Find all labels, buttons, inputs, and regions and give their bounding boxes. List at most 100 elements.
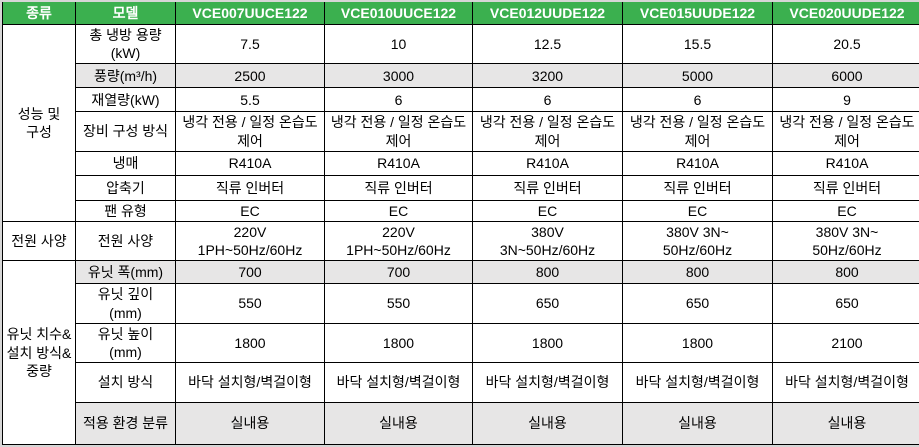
value-cell: 1800 [176,323,325,362]
value-cell: 6000 [773,64,919,88]
value-cell: EC [325,200,473,221]
value-cell: 700 [176,261,325,284]
header-model-name: VCE010UUCE122 [325,2,473,25]
value-cell: 15.5 [623,25,773,64]
row-label-refrigerant: 냉매 [76,151,176,175]
value-cell: 3200 [473,64,623,88]
value-cell: R410A [773,151,919,175]
value-cell: 6 [623,88,773,112]
value-cell: 직류 인버터 [176,175,325,200]
value-cell: 800 [473,261,623,284]
table-row: 재열량(kW) 5.5 6 6 6 9 [3,88,919,112]
value-cell: 650 [623,284,773,323]
header-model: 모델 [76,2,176,25]
value-cell: R410A [325,151,473,175]
value-cell: 220V 1PH~50Hz/60Hz [176,221,325,260]
value-cell: 2100 [773,323,919,362]
row-label-unit-depth: 유닛 깊이 (mm) [76,284,176,323]
value-cell: 1800 [623,323,773,362]
value-cell: 10 [325,25,473,64]
value-cell: 냉각 전용 / 일정 온습도 제어 [623,112,773,151]
value-cell: 냉각 전용 / 일정 온습도 제어 [773,112,919,151]
value-cell: 바닥 설치형/벽걸이형 [325,363,473,403]
value-cell: 6 [473,88,623,112]
value-cell: EC [623,200,773,221]
value-cell: 220V 1PH~50Hz/60Hz [325,221,473,260]
row-label-unit-width: 유닛 폭(mm) [76,261,176,284]
value-cell: 실내용 [176,403,325,445]
value-cell: EC [473,200,623,221]
row-label-power-supply: 전원 사양 [76,221,176,260]
table-row: 유닛 높이 (mm) 1800 1800 1800 1800 2100 [3,323,919,362]
value-cell: 바닥 설치형/벽걸이형 [176,363,325,403]
table-header-row: 종류 모델 VCE007UUCE122 VCE010UUCE122 VCE012… [3,2,919,25]
value-cell: 800 [623,261,773,284]
table-row: 압축기 직류 인버터 직류 인버터 직류 인버터 직류 인버터 직류 인버터 [3,175,919,200]
value-cell: 1800 [325,323,473,362]
value-cell: 직류 인버터 [623,175,773,200]
row-label-installation: 설치 방식 [76,363,176,403]
value-cell: 냉각 전용 / 일정 온습도 제어 [176,112,325,151]
row-label-cooling-capacity: 총 냉방 용량 (kW) [76,25,176,64]
row-label-airflow: 풍량(m³/h) [76,64,176,88]
table-row: 전원 사양 전원 사양 220V 1PH~50Hz/60Hz 220V 1PH~… [3,221,919,260]
value-cell: EC [773,200,919,221]
value-cell: 실내용 [623,403,773,445]
value-cell: 직류 인버터 [473,175,623,200]
value-cell: 실내용 [325,403,473,445]
value-cell: 380V 3N~ 50Hz/60Hz [623,221,773,260]
value-cell: 바닥 설치형/벽걸이형 [473,363,623,403]
header-model-name: VCE015UUDE122 [623,2,773,25]
group-cell-performance: 성능 및 구성 [3,25,76,222]
value-cell: 냉각 전용 / 일정 온습도 제어 [325,112,473,151]
value-cell: 1800 [473,323,623,362]
header-model-name: VCE012UUDE122 [473,2,623,25]
value-cell: R410A [176,151,325,175]
value-cell: 실내용 [473,403,623,445]
value-cell: 5000 [623,64,773,88]
table-row: 유닛 치수&설치 방식&중량 유닛 폭(mm) 700 700 800 800 … [3,261,919,284]
header-model-name: VCE020UUDE122 [773,2,919,25]
value-cell: 2500 [176,64,325,88]
value-cell: R410A [473,151,623,175]
group-cell-dimensions: 유닛 치수&설치 방식&중량 [3,261,76,445]
value-cell: 직류 인버터 [773,175,919,200]
group-cell-power: 전원 사양 [3,221,76,260]
row-label-fan-type: 팬 유형 [76,200,176,221]
row-label-compressor: 압축기 [76,175,176,200]
row-label-environment: 적용 환경 분류 [76,403,176,445]
value-cell: 3000 [325,64,473,88]
value-cell: EC [176,200,325,221]
table-row: 설치 방식 바닥 설치형/벽걸이형 바닥 설치형/벽걸이형 바닥 설치형/벽걸이… [3,363,919,403]
value-cell: 6 [325,88,473,112]
value-cell: 700 [325,261,473,284]
table-row: 풍량(m³/h) 2500 3000 3200 5000 6000 [3,64,919,88]
value-cell: 직류 인버터 [325,175,473,200]
value-cell: 650 [473,284,623,323]
value-cell: 380V 3N~ 50Hz/60Hz [773,221,919,260]
value-cell: 12.5 [473,25,623,64]
value-cell: 냉각 전용 / 일정 온습도 제어 [473,112,623,151]
header-model-name: VCE007UUCE122 [176,2,325,25]
table-row: 팬 유형 EC EC EC EC EC [3,200,919,221]
value-cell: 20.5 [773,25,919,64]
value-cell: 9 [773,88,919,112]
value-cell: 바닥 설치형/벽걸이형 [773,363,919,403]
row-label-configuration: 장비 구성 방식 [76,112,176,151]
value-cell: 650 [773,284,919,323]
value-cell: 550 [325,284,473,323]
table-row: 냉매 R410A R410A R410A R410A R410A [3,151,919,175]
row-label-reheat: 재열량(kW) [76,88,176,112]
table-row: 적용 환경 분류 실내용 실내용 실내용 실내용 실내용 [3,403,919,445]
header-category: 종류 [3,2,76,25]
table-row: 성능 및 구성 총 냉방 용량 (kW) 7.5 10 12.5 15.5 20… [3,25,919,64]
value-cell: 7.5 [176,25,325,64]
value-cell: 실내용 [773,403,919,445]
table-row: 장비 구성 방식 냉각 전용 / 일정 온습도 제어 냉각 전용 / 일정 온습… [3,112,919,151]
value-cell: 800 [773,261,919,284]
value-cell: R410A [623,151,773,175]
value-cell: 바닥 설치형/벽걸이형 [623,363,773,403]
value-cell: 5.5 [176,88,325,112]
